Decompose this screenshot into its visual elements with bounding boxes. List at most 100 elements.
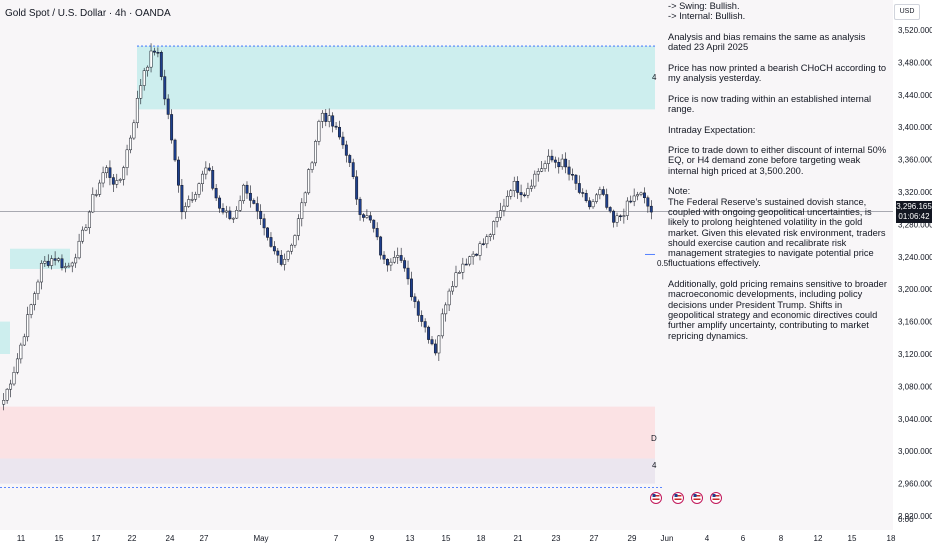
price-tick-label: 3,480.000 [898, 58, 932, 67]
time-axis[interactable]: 11 15 17 22 24 27 May 7 9 13 15 18 21 23 27 29 Jun 4 6 8 12 1… [17, 534, 896, 543]
flag-stripe [674, 495, 682, 497]
us-flag-icon[interactable] [691, 492, 703, 504]
us-flag-icon[interactable] [710, 492, 722, 504]
candle-body [523, 194, 526, 197]
price-tick-label: 3,360.000 [898, 156, 932, 165]
candle-body [283, 258, 287, 265]
candle-body [519, 192, 523, 196]
candle-body [149, 50, 153, 68]
note-choch: Price has now printed a bearish CHoCH ac… [668, 62, 887, 84]
candle-body [406, 267, 410, 280]
candle-body [509, 190, 513, 197]
candle-body [372, 219, 376, 229]
flag-stripe [712, 495, 720, 497]
flag-ring [672, 492, 684, 504]
candle-body [2, 400, 6, 405]
candle-body [190, 198, 194, 201]
zone-labels: 4 D 4 0.5 [651, 73, 669, 470]
time-tick-label: 27 [590, 534, 599, 543]
candle-body [588, 200, 592, 208]
candle-body [571, 174, 574, 176]
candle-body [492, 221, 496, 235]
us-flag-icon[interactable] [672, 492, 684, 504]
time-tick-label: 23 [552, 534, 561, 543]
flag-canton [712, 494, 716, 497]
candle-body [605, 194, 609, 208]
candle-body [218, 197, 222, 209]
candle-body [629, 200, 633, 203]
price-tick-label: 3,080.000 [898, 382, 932, 391]
candle-body [153, 50, 156, 53]
candle-body [248, 192, 252, 201]
candle-body [392, 257, 396, 263]
candle-body [526, 188, 530, 196]
candle-body [36, 281, 40, 294]
candle-body [324, 112, 328, 122]
candle-body [22, 336, 26, 346]
note-intraday-heading: Intraday Expectation: [668, 124, 756, 135]
candle-body [204, 167, 208, 175]
candle-body [235, 210, 239, 219]
candle-body [314, 141, 317, 164]
candle-body [553, 159, 557, 163]
candle-body [111, 177, 115, 185]
price-axis[interactable]: 3,520.000 3,480.000 3,440.000 3,400.000 3,36… [898, 26, 932, 521]
candle-body [612, 210, 616, 223]
flag-ring [691, 492, 703, 504]
candle-body [437, 335, 441, 354]
candle-body [642, 192, 646, 198]
currency-button[interactable]: USD [894, 4, 920, 20]
candle-body [502, 205, 506, 211]
candle-body [5, 388, 9, 401]
time-tick-label: 11 [17, 534, 26, 543]
price-tick-label: 3,400.000 [898, 123, 932, 132]
price-tick-label: 2,920.000 [898, 512, 932, 521]
candle-body [173, 139, 177, 161]
candle-body [386, 258, 389, 266]
candle-body [389, 261, 393, 266]
event-markers[interactable] [650, 492, 722, 504]
candle-body [272, 246, 276, 252]
time-tick-label: 9 [370, 534, 375, 543]
candle-body [67, 265, 71, 268]
zone-label-lower: 4 [652, 461, 657, 470]
candle-body [557, 162, 561, 168]
candle-body [303, 192, 307, 204]
zone-demand_red [0, 406, 655, 459]
candle-body [379, 236, 383, 256]
candle-body [567, 166, 571, 175]
candle-body [365, 215, 369, 218]
candle-body [430, 339, 434, 345]
candle-body [533, 173, 537, 187]
candle-body [43, 260, 47, 264]
fib-label: 0.5 [657, 259, 669, 268]
us-flag-icon[interactable] [650, 492, 662, 504]
candle-body [142, 70, 146, 86]
candle-body [166, 98, 170, 115]
candle-body [108, 167, 112, 178]
flag-canton [693, 494, 697, 497]
candle-body [358, 198, 362, 215]
dashed-lines [0, 45, 893, 489]
candle-body [625, 200, 629, 216]
candle-body [139, 85, 143, 99]
candle-body [399, 255, 403, 261]
candle-body [334, 125, 338, 128]
candle-body [591, 201, 595, 208]
candle-body [214, 188, 218, 199]
candle-body [286, 250, 290, 260]
candle-body [581, 192, 585, 194]
time-tick-label: 18 [477, 534, 486, 543]
price-tick-label: 3,120.000 [898, 350, 932, 359]
price-tick-label: 3,040.000 [898, 415, 932, 424]
candle-body [382, 254, 386, 260]
candle-body [447, 290, 451, 306]
candle-body [91, 194, 95, 213]
candle-body [200, 173, 204, 184]
candle-body [122, 167, 126, 180]
candle-body [464, 263, 468, 266]
candle-body [495, 217, 499, 222]
candle-body [547, 155, 550, 164]
